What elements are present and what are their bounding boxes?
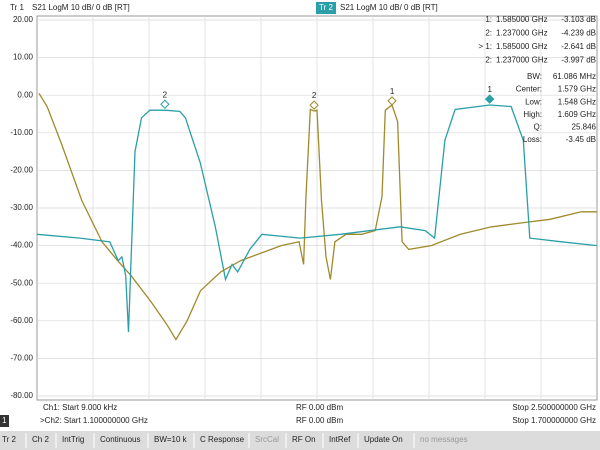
window-box xyxy=(0,415,9,427)
y-tick-label: 20.00 xyxy=(13,15,34,24)
marker-id: > 1: xyxy=(478,42,492,51)
marker-id: 2: xyxy=(485,29,492,38)
status-item[interactable]: RF On xyxy=(292,435,316,444)
y-tick-label: -30.00 xyxy=(10,203,33,212)
status-item: no messages xyxy=(420,435,468,444)
marker-id: 1: xyxy=(485,15,492,24)
y-tick-label: -40.00 xyxy=(10,241,33,250)
y-tick-label: -20.00 xyxy=(10,166,33,175)
bw-label: Loss: xyxy=(523,135,542,144)
marker-freq: 1.237000 GHz xyxy=(496,29,548,38)
trace-line xyxy=(38,92,597,341)
status-item[interactable]: SrcCal xyxy=(255,435,279,444)
trace-2-format: S21 LogM 10 dB/ 0 dB [RT] xyxy=(340,3,438,12)
marker-value: -2.641 dB xyxy=(561,42,596,51)
marker xyxy=(387,96,397,106)
channel-start: >Ch2: Start 1.100000000 GHz xyxy=(40,416,148,425)
status-bar xyxy=(0,431,600,450)
trace-2-name[interactable]: Tr 2 xyxy=(319,3,333,12)
marker-label: 1 xyxy=(487,85,492,94)
bw-label: Low: xyxy=(525,97,542,106)
bw-label: Center: xyxy=(516,85,542,94)
trace-line xyxy=(36,104,598,333)
marker-label: 2 xyxy=(312,91,317,100)
trace-1-format: S21 LogM 10 dB/ 0 dB [RT] xyxy=(32,3,130,12)
marker-value: -3.103 dB xyxy=(561,15,596,24)
marker-value: -3.997 dB xyxy=(561,56,596,65)
status-item[interactable]: Tr 2 xyxy=(2,435,16,444)
status-item[interactable]: Ch 2 xyxy=(32,435,49,444)
marker-label: 1 xyxy=(390,87,395,96)
bw-label: High: xyxy=(523,110,542,119)
y-tick-label: -70.00 xyxy=(10,354,33,363)
marker-freq: 1.237000 GHz xyxy=(496,56,548,65)
status-item[interactable]: BW=10 k xyxy=(154,435,188,444)
status-item[interactable]: IntTrig xyxy=(62,435,84,444)
channel-stop: Stop 1.700000000 GHz xyxy=(512,416,596,425)
marker-id: 2: xyxy=(485,56,492,65)
trace-1-name: Tr 1 xyxy=(10,3,24,12)
channel-start: Ch1: Start 9.000 kHz xyxy=(43,403,117,412)
bw-label: Q: xyxy=(534,123,542,132)
channel-power: RF 0.00 dBm xyxy=(296,416,343,425)
channel-stop: Stop 2.500000000 GHz xyxy=(512,403,596,412)
marker-label: 2 xyxy=(163,90,168,99)
status-item[interactable]: C Response xyxy=(200,435,245,444)
bw-value: 1.548 GHz xyxy=(558,97,596,106)
window-number: 1 xyxy=(2,416,7,425)
marker-value: -4.239 dB xyxy=(561,29,596,38)
channel-power: RF 0.00 dBm xyxy=(296,403,343,412)
active-trace-box[interactable] xyxy=(316,2,336,14)
marker xyxy=(160,99,170,109)
marker-freq: 1.585000 GHz xyxy=(496,15,548,24)
y-tick-label: 10.00 xyxy=(13,53,34,62)
bw-value: 25.846 xyxy=(572,123,597,132)
y-tick-label: -10.00 xyxy=(10,128,33,137)
y-tick-label: 0.00 xyxy=(17,90,33,99)
y-tick-label: -60.00 xyxy=(10,316,33,325)
status-item[interactable]: Continuous xyxy=(100,435,140,444)
marker-freq: 1.585000 GHz xyxy=(496,42,548,51)
y-tick-label: -80.00 xyxy=(10,391,33,400)
y-tick-label: -50.00 xyxy=(10,278,33,287)
bw-label: BW: xyxy=(527,72,542,81)
status-item[interactable]: Update On xyxy=(364,435,403,444)
marker xyxy=(309,100,319,110)
bw-value: 1.579 GHz xyxy=(558,85,596,94)
marker xyxy=(484,94,495,104)
bw-value: -3.45 dB xyxy=(566,135,596,144)
bw-value: 61.086 MHz xyxy=(553,72,596,81)
status-item[interactable]: IntRef xyxy=(329,435,351,444)
bw-value: 1.609 GHz xyxy=(558,110,596,119)
